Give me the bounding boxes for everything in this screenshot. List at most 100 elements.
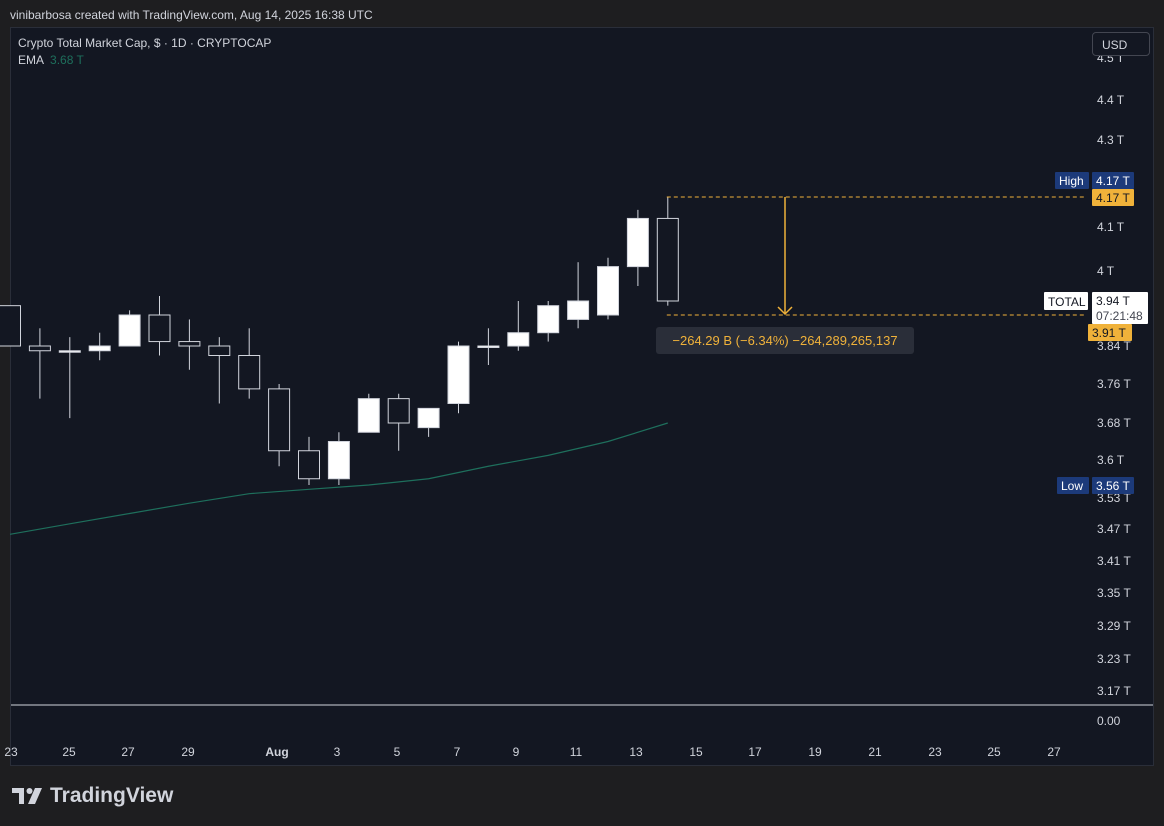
- tradingview-logo: TradingView: [12, 784, 173, 808]
- price-tick-label: 3.35 T: [1097, 586, 1131, 600]
- symbol-badge-bg: [1044, 292, 1088, 310]
- candle-body: [357, 398, 380, 433]
- time-tick-label: 19: [808, 745, 822, 759]
- candle-body: [537, 305, 560, 334]
- price-tick-label: 4 T: [1097, 264, 1115, 278]
- time-tick-label: 9: [513, 745, 520, 759]
- tradingview-logo-icon: [12, 788, 42, 804]
- measure-bottom-badge: 3.91 T: [1088, 324, 1132, 341]
- time-tick-label: 23: [4, 745, 18, 759]
- price-tick-label: 3.29 T: [1097, 619, 1131, 633]
- time-tick-label: 29: [181, 745, 195, 759]
- candle-body: [626, 217, 649, 268]
- low-label-badge: Low: [1057, 477, 1089, 494]
- ema-layer: [9, 422, 668, 535]
- candle-body: [238, 355, 261, 390]
- symbol-badge-text: TOTAL: [1048, 295, 1086, 309]
- chart-legend[interactable]: Crypto Total Market Cap, $ · 1D · CRYPTO…: [18, 35, 271, 69]
- measure-top-badge: 4.17 T: [1092, 189, 1134, 206]
- candle-body: [208, 345, 231, 356]
- time-tick-label: 25: [987, 745, 1001, 759]
- time-tick-label: 17: [748, 745, 762, 759]
- candle-layer: [0, 197, 679, 485]
- candle-body: [88, 345, 111, 352]
- chart-pane[interactable]: [10, 27, 1154, 766]
- measure-top-badge-text: 4.17 T: [1096, 191, 1130, 205]
- price-tick-label: 4.1 T: [1097, 220, 1125, 234]
- candle-body: [387, 398, 410, 424]
- candle-body: [178, 341, 201, 347]
- candle-body: [567, 300, 590, 320]
- volume-tick-label: 0.00: [1097, 714, 1121, 728]
- candle-body: [58, 350, 81, 353]
- high-label-badge-text: High: [1059, 174, 1084, 188]
- price-tick-label: 3.84 T: [1097, 339, 1131, 353]
- low-value-badge-bg: [1092, 477, 1134, 494]
- price-tick-label: 3.41 T: [1097, 554, 1131, 568]
- measure-bottom-badge-bg: [1088, 324, 1132, 341]
- time-tick-label: 5: [394, 745, 401, 759]
- time-tick-label: 11: [570, 745, 583, 759]
- measure-bottom-badge-text: 3.91 T: [1092, 326, 1126, 340]
- time-tick-label: 21: [868, 745, 882, 759]
- ema-label: EMA: [18, 53, 45, 67]
- brand-name: TradingView: [50, 784, 174, 807]
- time-tick-label: 23: [928, 745, 942, 759]
- symbol-badge: TOTAL: [1044, 292, 1088, 310]
- high-value-badge: 4.17 T: [1092, 172, 1134, 189]
- candle-body: [0, 305, 21, 347]
- time-tick-label: 25: [62, 745, 76, 759]
- high-label-badge: High: [1055, 172, 1089, 189]
- low-value-badge: 3.56 T: [1092, 477, 1134, 494]
- measure-arrow-head: [777, 306, 793, 316]
- time-tick-label: 27: [121, 745, 135, 759]
- last-price-text: 3.94 T: [1096, 294, 1130, 308]
- high-label-badge-bg: [1055, 172, 1089, 189]
- low-value-badge-text: 3.56 T: [1096, 479, 1130, 493]
- price-tick-label: 4.3 T: [1097, 133, 1125, 147]
- price-tick-label: 3.68 T: [1097, 416, 1131, 430]
- ema-line: [9, 422, 668, 535]
- candle-body: [417, 407, 440, 429]
- candle-body: [447, 345, 470, 404]
- time-tick-label: Aug: [265, 745, 288, 759]
- time-tick-label: 15: [689, 745, 703, 759]
- candle-body: [507, 332, 530, 347]
- measure-label-bg: [656, 327, 914, 354]
- candle-body: [268, 388, 291, 452]
- high-value-badge-bg: [1092, 172, 1134, 189]
- ema-legend-row: EMA 3.68 T: [18, 52, 271, 69]
- measure-layer: −264.29 B (−6.34%) −264,289,265,137: [656, 196, 1086, 354]
- candle-body: [477, 345, 500, 348]
- candle-body: [656, 217, 679, 302]
- candle-body: [28, 345, 51, 352]
- measure-label: −264.29 B (−6.34%) −264,289,265,137: [656, 327, 914, 354]
- price-tick-label: 3.76 T: [1097, 377, 1131, 391]
- measure-top-badge-bg: [1092, 189, 1134, 206]
- last-price-badge: 3.94 T07:21:48: [1092, 292, 1148, 324]
- time-tick-label: 27: [1047, 745, 1061, 759]
- chart-credit: vinibarbosa created with TradingView.com…: [10, 8, 373, 22]
- measure-label-text: −264.29 B (−6.34%) −264,289,265,137: [672, 333, 897, 348]
- candle-body: [298, 450, 320, 480]
- price-tick-label: 3.23 T: [1097, 652, 1131, 666]
- price-tick-label: 3.6 T: [1097, 453, 1125, 467]
- price-tick-label: 3.47 T: [1097, 522, 1131, 536]
- symbol-title: Crypto Total Market Cap, $ · 1D · CRYPTO…: [18, 36, 272, 50]
- last-price-badge-bg: [1092, 292, 1148, 324]
- price-tick-label: 4.4 T: [1097, 93, 1125, 107]
- countdown-text: 07:21:48: [1096, 309, 1143, 323]
- low-label-badge-bg: [1057, 477, 1089, 494]
- ema-value: 3.68 T: [50, 53, 84, 67]
- candle-body: [118, 314, 141, 347]
- price-tick-label: 3.17 T: [1097, 684, 1131, 698]
- low-label-badge-text: Low: [1061, 479, 1083, 493]
- time-tick-label: 13: [629, 745, 643, 759]
- time-tick-label: 3: [334, 745, 341, 759]
- price-tick-label: 3.53 T: [1097, 491, 1131, 505]
- high-value-badge-text: 4.17 T: [1096, 174, 1130, 188]
- currency-button[interactable]: USD: [1092, 32, 1150, 56]
- candle-body: [327, 441, 350, 480]
- candle-body: [148, 314, 171, 343]
